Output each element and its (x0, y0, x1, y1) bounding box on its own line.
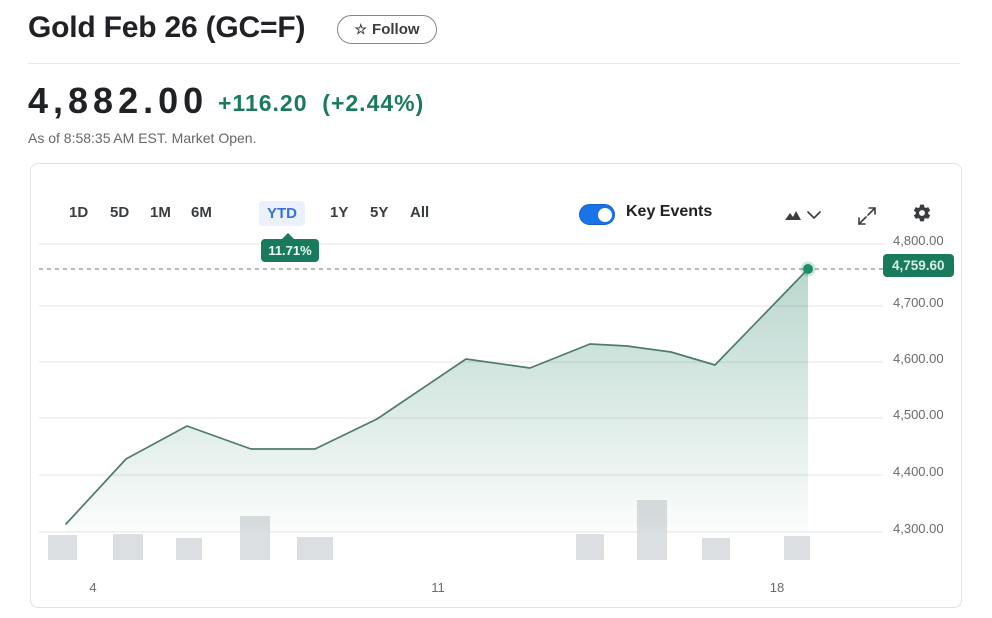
svg-text:11: 11 (431, 580, 445, 595)
svg-text:4: 4 (89, 580, 96, 595)
svg-text:18: 18 (770, 580, 784, 595)
